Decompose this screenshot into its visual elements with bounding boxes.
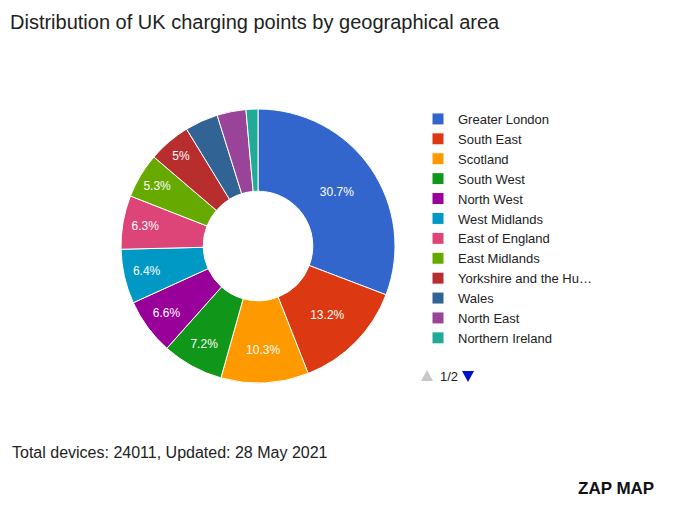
- svg-text:6.3%: 6.3%: [131, 219, 159, 233]
- svg-text:6.6%: 6.6%: [153, 306, 181, 320]
- svg-text:South West: South West: [458, 172, 525, 187]
- svg-text:East Midlands: East Midlands: [458, 251, 540, 266]
- svg-text:Scotland: Scotland: [458, 152, 509, 167]
- svg-text:Distribution of UK charging po: Distribution of UK charging points by ge…: [10, 11, 500, 33]
- svg-text:Yorkshire and the Hu…: Yorkshire and the Hu…: [458, 271, 592, 286]
- svg-text:North West: North West: [458, 192, 523, 207]
- svg-text:North East: North East: [458, 311, 520, 326]
- svg-text:6.4%: 6.4%: [133, 264, 161, 278]
- svg-text:10.3%: 10.3%: [246, 343, 280, 357]
- svg-text:1/2: 1/2: [440, 369, 458, 384]
- svg-text:7.2%: 7.2%: [190, 337, 218, 351]
- svg-text:East of England: East of England: [458, 231, 550, 246]
- svg-text:13.2%: 13.2%: [310, 308, 344, 322]
- svg-text:Greater London: Greater London: [458, 112, 549, 127]
- svg-text:Wales: Wales: [458, 291, 494, 306]
- svg-text:5%: 5%: [172, 149, 190, 163]
- svg-text:5.3%: 5.3%: [143, 179, 171, 193]
- svg-text:ZAP MAP: ZAP MAP: [578, 479, 654, 498]
- svg-text:West Midlands: West Midlands: [458, 212, 544, 227]
- svg-text:30.7%: 30.7%: [320, 185, 354, 199]
- svg-text:Total devices: 24011, Updated:: Total devices: 24011, Updated: 28 May 20…: [12, 444, 328, 461]
- svg-text:Northern Ireland: Northern Ireland: [458, 331, 552, 346]
- svg-text:South East: South East: [458, 132, 522, 147]
